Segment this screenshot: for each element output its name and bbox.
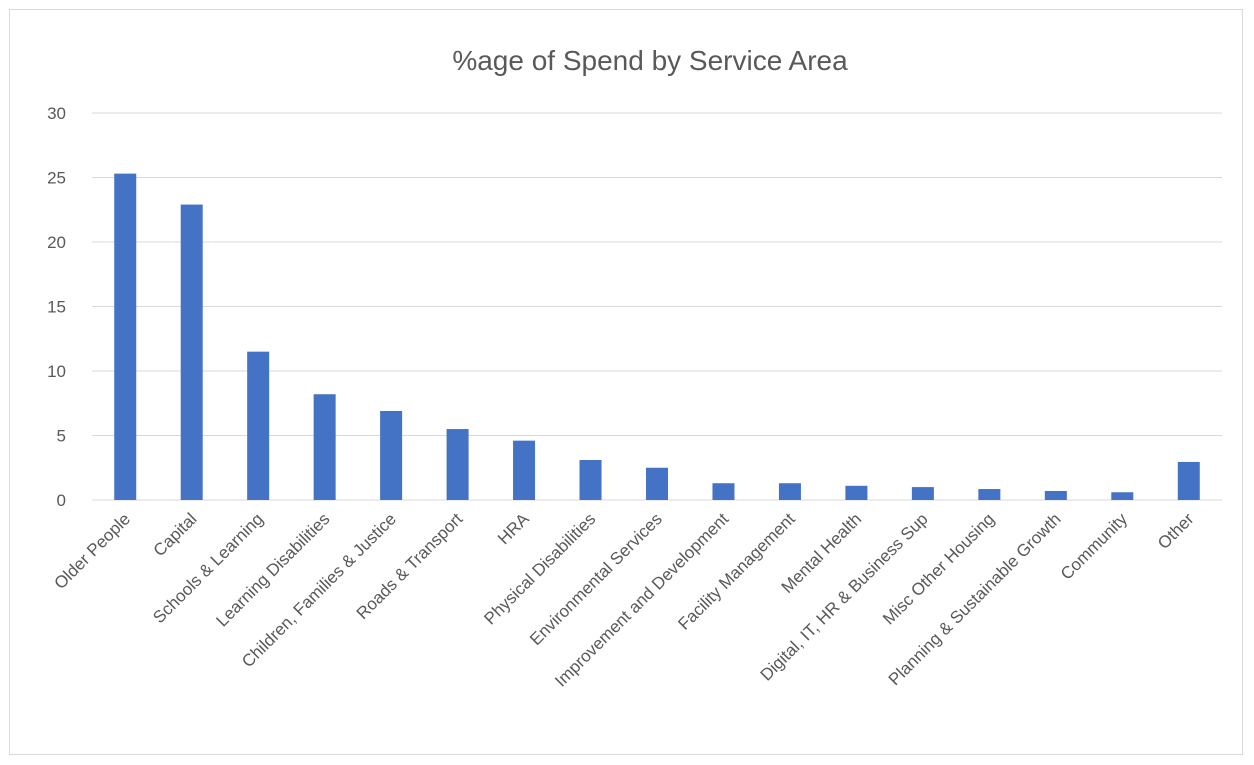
bar <box>446 429 469 500</box>
x-category-label: Physical Disabilities <box>480 509 599 628</box>
bar <box>114 173 137 500</box>
gridlines <box>92 112 1222 501</box>
bar <box>1177 461 1200 500</box>
x-category-label: Facility Management <box>674 509 799 634</box>
bar <box>978 489 1001 500</box>
bar <box>180 204 203 500</box>
y-tick-label: 5 <box>57 427 66 446</box>
y-tick-label: 25 <box>47 169 66 188</box>
x-category-label: Older People <box>50 509 134 593</box>
x-category-label: Misc Other Housing <box>879 509 998 628</box>
bar <box>579 460 602 500</box>
y-tick-label: 15 <box>47 298 66 317</box>
y-tick-label: 10 <box>47 362 66 381</box>
x-category-label: Learning Disabilities <box>212 509 333 630</box>
bar <box>646 467 668 500</box>
bars <box>114 173 1200 500</box>
bar <box>712 483 735 500</box>
y-tick-label: 30 <box>47 104 66 123</box>
x-category-label: Other <box>1154 509 1198 553</box>
x-category-label: Capital <box>150 509 201 560</box>
x-category-label: HRA <box>494 509 533 548</box>
y-axis-ticks: 0 5 10 15 20 25 30 <box>47 104 66 510</box>
bar <box>845 485 868 500</box>
bar <box>911 487 934 500</box>
bar <box>1111 492 1134 500</box>
bar <box>778 483 801 500</box>
bar <box>313 394 336 500</box>
y-tick-label: 0 <box>57 491 66 510</box>
bar <box>1044 490 1067 500</box>
bar <box>247 351 270 500</box>
chart-frame <box>9 9 1243 755</box>
x-category-label: Community <box>1057 509 1132 584</box>
bar <box>380 410 403 500</box>
x-category-label: Environmental Services <box>526 509 666 649</box>
chart-title: %age of Spend by Service Area <box>452 45 848 76</box>
x-category-label: Schools & Learning <box>149 509 267 627</box>
y-tick-label: 20 <box>47 233 66 252</box>
bar <box>513 440 536 500</box>
